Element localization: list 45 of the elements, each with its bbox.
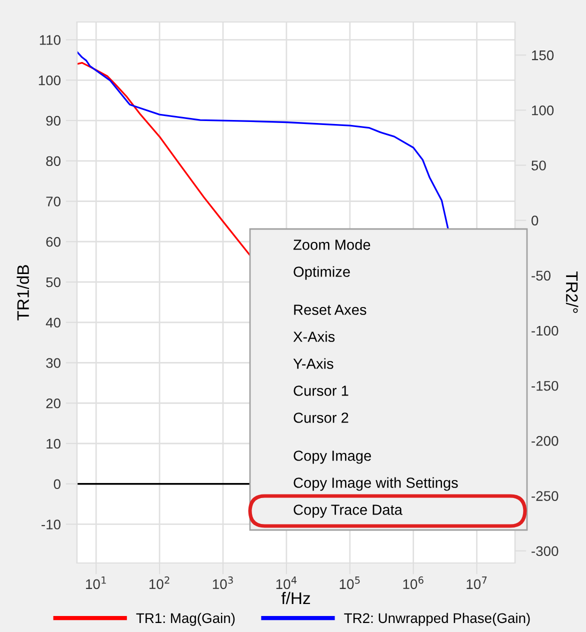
y2-tick-label: 150: [532, 50, 554, 60]
annotation: Zoom Mode: [293, 239, 370, 250]
annotation: X-Axis: [293, 331, 335, 342]
y-axis-title: TR1/dB: [16, 265, 30, 320]
y-tick-label: -10: [42, 520, 60, 530]
y2-tick-label: -150: [532, 380, 558, 391]
y2-tick-label: 0: [532, 216, 538, 226]
y-tick-label: 90: [46, 116, 60, 126]
y2-tick-label: -50: [532, 270, 551, 281]
x-tick-label: 10$^{3}$: [212, 576, 233, 590]
annotation: Reset Axes: [294, 304, 366, 315]
y-tick-label: 30: [46, 358, 60, 368]
legend-label: TR2: Unwrapped Phase(Gain): [344, 612, 530, 626]
y-tick-label: 50: [46, 277, 60, 288]
annotation: Copy Image with Settings: [294, 477, 458, 491]
x-tick-label: 10$^{2}$: [150, 576, 170, 590]
y-tick-label: 70: [46, 196, 60, 206]
x-tick-label: 10$^{4}$: [276, 576, 297, 590]
y-tick-label: 20: [46, 398, 60, 408]
annotation: Cursor 2: [294, 412, 348, 423]
y-tick-label: 60: [46, 236, 60, 247]
y-tick-label: 100: [38, 75, 60, 86]
y-tick-label: 110: [40, 35, 60, 45]
x-tick-label: 10$^{7}$: [466, 576, 487, 590]
y2-tick-label: 100: [532, 105, 554, 116]
y2-tick-label: 50: [532, 160, 546, 170]
y-tick-label: 0: [54, 479, 60, 490]
y2-axis-title: TR2/°: [566, 271, 578, 313]
x-tick-label: 10$^{6}$: [403, 576, 424, 590]
y2-tick-label: -200: [532, 436, 558, 446]
legend-label: TR1: Mag(Gain): [136, 612, 235, 626]
annotation: Optimize: [294, 266, 350, 280]
annotation: Copy Image: [294, 450, 371, 464]
annotation: Y-Axis: [293, 358, 334, 369]
x-axis-title: f/Hz: [281, 592, 310, 604]
y-tick-label: 80: [46, 156, 60, 166]
x-tick-label: 10$^{5}$: [340, 576, 360, 590]
annotation: Copy Trace Data: [294, 504, 402, 518]
y2-tick-label: -250: [532, 491, 558, 501]
y-tick-label: 10: [46, 438, 60, 449]
annotation: Cursor 1: [294, 386, 348, 396]
y2-tick-label: -300: [532, 546, 558, 556]
x-tick-label: 10$^{1}$: [86, 576, 106, 590]
y2-tick-label: -100: [532, 326, 558, 336]
y-tick-label: 40: [46, 318, 60, 328]
